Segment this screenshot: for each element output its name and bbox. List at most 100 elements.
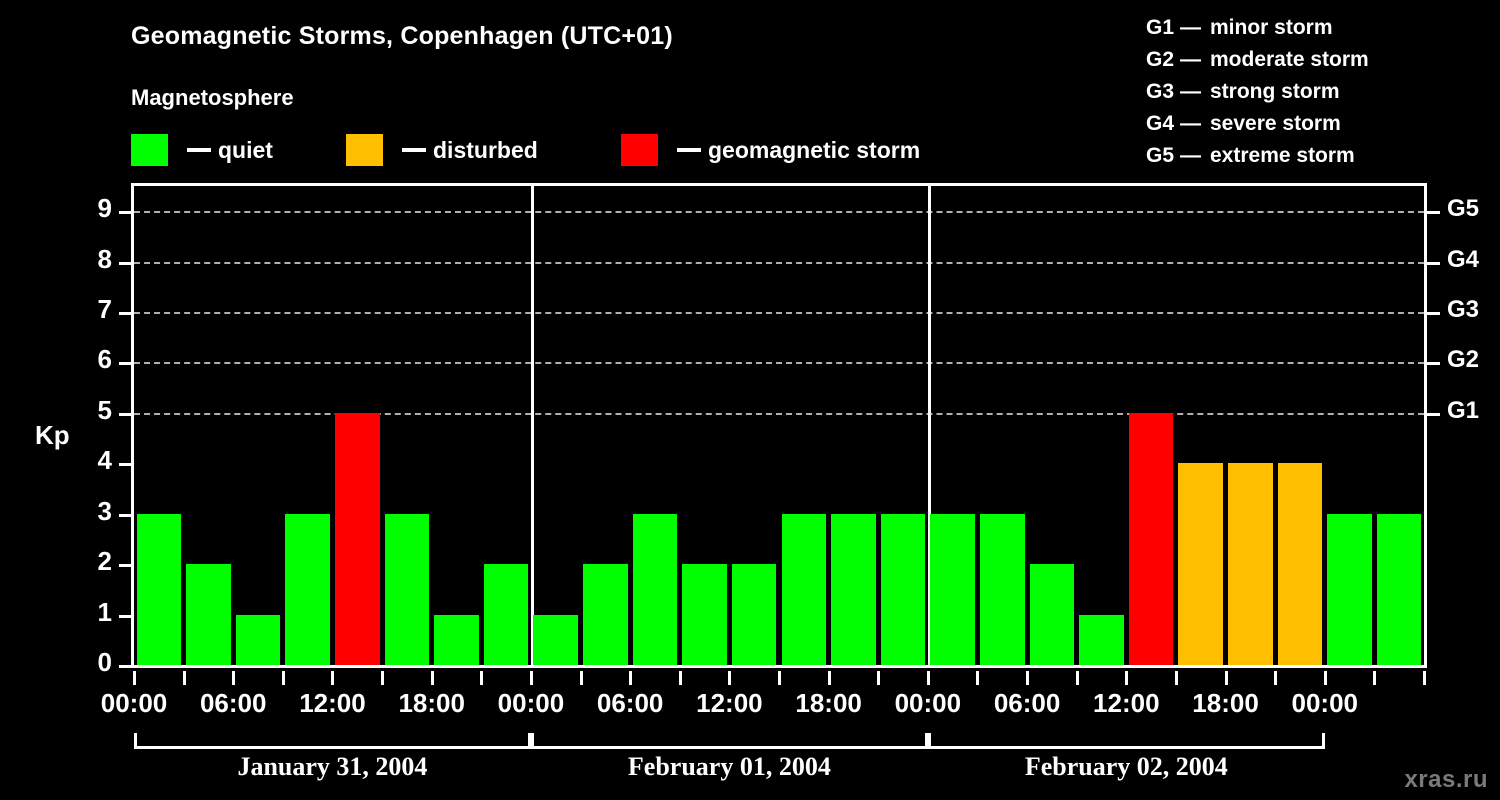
bar-kp-2-quiet[interactable] xyxy=(682,564,727,665)
day-label-0: January 31, 2004 xyxy=(237,752,428,781)
bar-kp-2-quiet[interactable] xyxy=(483,564,529,665)
legend-entry-0: quiet xyxy=(131,133,273,167)
legend-dash-icon xyxy=(677,148,701,152)
gscale-code: G4 xyxy=(1146,112,1175,135)
bar-kp-3-quiet[interactable] xyxy=(384,513,430,665)
xtick-mark xyxy=(1224,671,1228,685)
ytick-mark-9 xyxy=(119,211,131,215)
ytick-mark-5 xyxy=(119,412,131,416)
bar-kp-3-quiet[interactable] xyxy=(880,513,926,665)
xtick-mark xyxy=(778,671,781,685)
legend-dash-icon xyxy=(187,148,211,152)
legend-label: geomagnetic storm xyxy=(708,136,921,163)
bar-kp-5-storm[interactable] xyxy=(1128,412,1174,665)
xtick-label-11: 18:00 xyxy=(1192,688,1259,718)
gtick-mark-g1 xyxy=(1427,412,1440,416)
gscale-row-g2: G2— moderate storm xyxy=(1146,44,1476,76)
ytick-label-0: 0 xyxy=(97,647,112,677)
xtick-mark xyxy=(629,671,633,685)
ytick-label-2: 2 xyxy=(97,546,112,577)
bar-kp-3-quiet[interactable] xyxy=(1327,513,1372,665)
bar-kp-4-disturbed[interactable] xyxy=(1178,463,1224,665)
xtick-label-10: 12:00 xyxy=(1093,688,1160,718)
bar-kp-3-quiet[interactable] xyxy=(930,513,975,665)
xtick-label-8: 00:00 xyxy=(894,688,962,718)
bar-kp-1-quiet[interactable] xyxy=(235,614,281,665)
ytick-mark-4 xyxy=(119,463,131,467)
bar-kp-2-quiet[interactable] xyxy=(186,564,231,665)
gscale-separator: — xyxy=(1180,48,1201,71)
gtick-mark-g3 xyxy=(1427,312,1440,316)
bar-kp-4-disturbed[interactable] xyxy=(1277,463,1323,665)
plot-grid xyxy=(134,186,1424,665)
bar-kp-3-quiet[interactable] xyxy=(831,513,876,665)
bar-kp-3-quiet[interactable] xyxy=(781,513,827,665)
xtick-mark xyxy=(480,671,484,685)
xtick-mark xyxy=(1323,671,1327,685)
xtick-mark xyxy=(381,671,385,685)
xtick-mark xyxy=(1423,671,1426,685)
gtick-label-g3: G3 xyxy=(1447,296,1480,324)
ytick-label-4: 4 xyxy=(97,445,112,476)
gscale-code: G5 xyxy=(1146,144,1175,167)
bar-kp-1-quiet[interactable] xyxy=(1079,614,1124,665)
gridline-kp-8 xyxy=(134,261,1424,264)
gtick-mark-g4 xyxy=(1427,261,1440,265)
gridline-kp-9 xyxy=(134,211,1424,214)
xtick-label-2: 12:00 xyxy=(299,688,366,718)
xtick-mark xyxy=(678,671,682,685)
xtick-mark xyxy=(579,671,583,685)
gtick-label-g1: G1 xyxy=(1447,396,1480,424)
ytick-mark-1 xyxy=(119,614,131,618)
xtick-label-6: 12:00 xyxy=(696,688,763,718)
page-title: Geomagnetic Storms, Copenhagen (UTC+01) xyxy=(131,22,673,50)
ytick-mark-8 xyxy=(119,261,131,265)
bar-kp-3-quiet[interactable] xyxy=(285,513,330,665)
day-label-2: February 02, 2004 xyxy=(1024,752,1228,781)
y-axis-title: Kp xyxy=(35,420,70,451)
xtick-mark xyxy=(1373,671,1377,685)
legend-label: disturbed xyxy=(433,136,538,163)
bar-kp-2-quiet[interactable] xyxy=(583,564,628,665)
xtick-label-0: 00:00 xyxy=(100,688,168,718)
gtick-label-g4: G4 xyxy=(1447,245,1480,273)
ytick-mark-3 xyxy=(119,513,131,517)
xtick-label-5: 06:00 xyxy=(596,688,664,718)
gscale-separator: — xyxy=(1180,112,1201,135)
bar-kp-3-quiet[interactable] xyxy=(632,513,678,665)
day-bracket-1 xyxy=(530,733,928,749)
gscale-code: G3 xyxy=(1146,80,1175,103)
xtick-label-3: 18:00 xyxy=(398,688,465,718)
xtick-label-4: 00:00 xyxy=(497,688,565,718)
bar-kp-2-quiet[interactable] xyxy=(731,564,777,665)
gscale-description: severe storm xyxy=(1210,112,1341,135)
xtick-mark xyxy=(1125,671,1129,685)
xtick-mark xyxy=(926,671,930,685)
legend-entry-1: disturbed xyxy=(346,133,538,167)
bar-kp-3-quiet[interactable] xyxy=(136,513,182,665)
ytick-label-7: 7 xyxy=(97,294,112,325)
gscale-legend: G1— minor storm G2— moderate storm G3— strong… xyxy=(1146,12,1476,172)
ytick-mark-0 xyxy=(119,665,131,668)
gscale-description: strong storm xyxy=(1210,80,1340,103)
day-bracket-0 xyxy=(134,733,531,749)
xtick-mark xyxy=(529,671,533,685)
bar-kp-1-quiet[interactable] xyxy=(434,614,479,665)
bar-kp-1-quiet[interactable] xyxy=(533,614,579,665)
bar-kp-5-storm[interactable] xyxy=(334,412,380,665)
bar-kp-3-quiet[interactable] xyxy=(979,513,1025,665)
gridline-kp-5 xyxy=(134,412,1424,415)
bar-kp-3-quiet[interactable] xyxy=(1376,513,1422,665)
ytick-label-6: 6 xyxy=(97,344,112,375)
legend-label: quiet xyxy=(218,136,273,163)
xtick-mark xyxy=(1274,671,1278,685)
xtick-label-7: 18:00 xyxy=(795,688,862,718)
ytick-mark-6 xyxy=(119,362,131,366)
gscale-description: extreme storm xyxy=(1210,144,1355,167)
bar-kp-4-disturbed[interactable] xyxy=(1228,463,1273,665)
gscale-row-g5: G5— extreme storm xyxy=(1146,140,1476,172)
xtick-mark xyxy=(1075,671,1079,685)
bar-kp-2-quiet[interactable] xyxy=(1029,564,1075,665)
xtick-mark xyxy=(728,671,732,685)
xtick-mark xyxy=(877,671,881,685)
